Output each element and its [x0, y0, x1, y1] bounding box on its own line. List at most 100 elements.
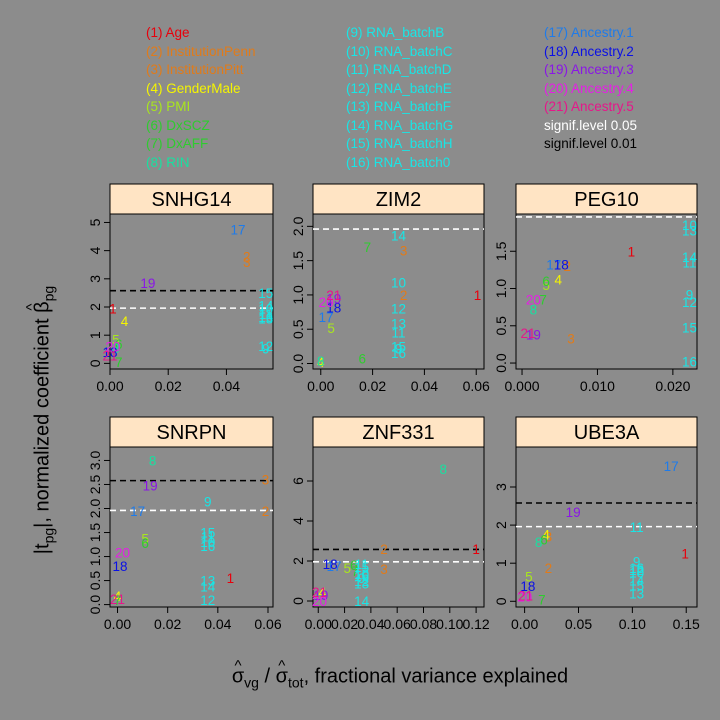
point-label-19: 19 — [140, 276, 155, 291]
x-tick-label: 0.020 — [655, 378, 690, 394]
point-label-17: 17 — [664, 459, 679, 474]
y-tick-label: 1.0 — [87, 547, 103, 567]
point-label-19: 19 — [526, 328, 541, 343]
point-label-13: 13 — [391, 317, 406, 332]
point-label-14: 14 — [354, 594, 370, 609]
point-label-2: 2 — [400, 288, 408, 303]
point-label-10: 10 — [629, 566, 644, 581]
panel-title: SNRPN — [156, 422, 226, 444]
point-label-12: 12 — [391, 302, 406, 317]
point-label-3: 3 — [545, 530, 553, 545]
point-label-20: 20 — [312, 594, 327, 609]
point-label-4: 4 — [114, 589, 122, 604]
point-label-6: 6 — [350, 558, 358, 573]
x-tick-label: 0.00 — [511, 616, 538, 632]
legend-col-1: (1) Age (2) InstitutionPenn (3) Institut… — [146, 24, 256, 172]
point-label-17: 17 — [327, 559, 342, 574]
point-label-14: 14 — [391, 228, 407, 243]
point-label-7: 7 — [364, 240, 372, 255]
point-label-5: 5 — [327, 321, 335, 336]
plot-frame — [312, 446, 485, 608]
y-tick-label: 1 — [493, 559, 509, 567]
point-label-13: 13 — [200, 574, 215, 589]
legend-item: (21) Ancestry.5 — [544, 99, 634, 114]
point-label-9: 9 — [686, 287, 694, 302]
point-label-10: 10 — [682, 218, 697, 233]
point-label-1: 1 — [474, 288, 482, 303]
panel-strip — [312, 183, 485, 215]
x-tick-label: 0.05 — [565, 616, 592, 632]
x-tick-label: 0.04 — [204, 616, 231, 632]
panel-title: PEG10 — [574, 189, 638, 211]
point-label-3: 3 — [380, 562, 388, 577]
x-tick-label: 0.04 — [213, 378, 240, 394]
x-tick-label: 0.15 — [673, 616, 700, 632]
point-label-16: 16 — [629, 561, 644, 576]
y-tick-label: 0 — [87, 359, 103, 367]
y-tick-label: 1.0 — [290, 285, 306, 305]
y-tick-label: 1.5 — [493, 241, 509, 261]
point-label-6: 6 — [358, 352, 366, 367]
point-label-10: 10 — [258, 301, 273, 316]
legend-item: (19) Ancestry.3 — [544, 62, 634, 77]
panel-title: ZNF331 — [362, 422, 434, 444]
legend-item: (6) DxSCZ — [146, 117, 210, 133]
y-tick-label: 4 — [87, 247, 103, 255]
legend-item: (14) RNA_batchG — [346, 117, 454, 133]
y-tick-label: 4 — [290, 517, 306, 525]
legend-item: (16) RNA_batch0 — [346, 154, 451, 170]
plot-frame — [515, 213, 698, 370]
x-tick-label: 0.00 — [305, 616, 332, 632]
point-label-15: 15 — [258, 286, 273, 301]
point-label-10: 10 — [354, 567, 369, 582]
x-tick-label: 0.06 — [463, 378, 490, 394]
legend-item: (17) Ancestry.1 — [544, 25, 634, 40]
point-label-18: 18 — [102, 345, 117, 360]
point-label-12: 12 — [354, 574, 369, 589]
legend-item: (4) GenderMale — [146, 80, 241, 96]
point-label-11: 11 — [259, 307, 273, 322]
point-label-13: 13 — [258, 311, 273, 326]
y-tick-label: 1.0 — [493, 279, 509, 299]
point-label-21: 21 — [312, 585, 327, 600]
x-tick-label: 0.06 — [384, 616, 411, 632]
y-tick-label: 2 — [87, 303, 103, 311]
y-tick-label: 0.0 — [87, 595, 103, 615]
point-label-10: 10 — [391, 276, 406, 291]
point-label-7: 7 — [115, 355, 123, 370]
point-label-2: 2 — [380, 542, 388, 557]
panel-title: SNHG14 — [151, 189, 231, 211]
point-label-1: 1 — [472, 542, 480, 557]
point-label-3: 3 — [262, 473, 270, 488]
panel-strip — [312, 416, 485, 448]
point-label-18: 18 — [326, 300, 341, 315]
plot-frame — [312, 213, 485, 370]
point-label-12: 12 — [258, 339, 273, 354]
point-label-16: 16 — [391, 346, 406, 361]
point-label-2: 2 — [545, 561, 553, 576]
point-label-4: 4 — [542, 528, 550, 543]
point-label-2: 2 — [243, 249, 251, 264]
legend-item: signif.level 0.01 — [544, 136, 638, 151]
y-tick-label: 1.5 — [290, 251, 306, 271]
y-tick-label: 2.5 — [87, 475, 103, 495]
point-label-19: 19 — [313, 588, 328, 603]
legend-item: (7) DxAFF — [146, 136, 209, 151]
x-tick-label: 0.12 — [462, 616, 489, 632]
point-label-3: 3 — [243, 255, 251, 270]
point-label-15: 15 — [629, 578, 644, 593]
plot-frame — [109, 446, 274, 608]
legend-item: (8) RIN — [146, 154, 190, 170]
legend-item: (18) Ancestry.2 — [544, 43, 634, 59]
y-tick-label: 0 — [493, 597, 509, 605]
point-label-4: 4 — [554, 273, 562, 288]
y-tick-label: 0.0 — [290, 354, 306, 374]
point-label-4: 4 — [317, 355, 325, 370]
point-label-7: 7 — [539, 293, 547, 308]
point-label-9: 9 — [633, 554, 641, 569]
point-label-17: 17 — [231, 223, 246, 238]
point-label-2: 2 — [564, 259, 572, 274]
